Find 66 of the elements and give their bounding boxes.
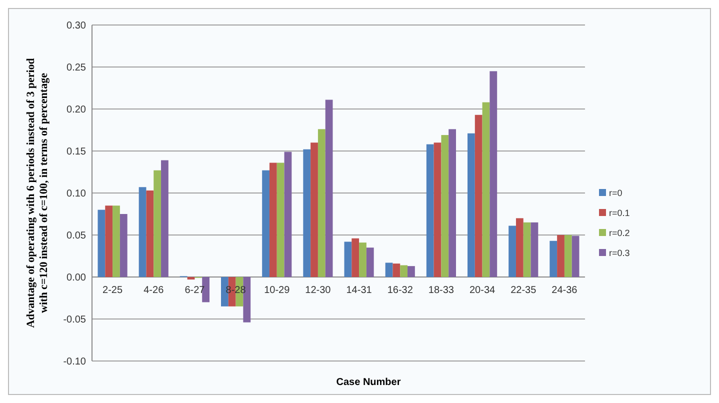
bar xyxy=(482,102,490,277)
bar xyxy=(508,226,516,277)
x-tick-label: 18-33 xyxy=(428,285,454,296)
bar xyxy=(572,236,580,277)
bar xyxy=(468,133,475,277)
bar xyxy=(523,222,531,277)
bar xyxy=(325,100,333,277)
bar xyxy=(426,144,434,277)
bar xyxy=(318,129,326,277)
bar xyxy=(366,248,374,277)
bar xyxy=(434,142,442,277)
bar xyxy=(490,71,498,277)
bar xyxy=(400,265,408,277)
bar xyxy=(112,206,120,277)
x-tick-label: 2-25 xyxy=(102,285,123,296)
bar xyxy=(557,235,564,277)
bar xyxy=(441,135,449,277)
bar xyxy=(448,129,456,277)
x-tick-label: 20-34 xyxy=(470,285,496,296)
legend-label: r=0.1 xyxy=(609,208,630,218)
bar xyxy=(105,206,113,277)
x-tick-label: 22-35 xyxy=(510,285,537,296)
bar xyxy=(359,242,366,277)
bar xyxy=(516,218,524,277)
x-axis-title: Case Number xyxy=(336,377,401,388)
bar xyxy=(98,210,106,277)
y-tick-label: 0.00 xyxy=(66,272,86,284)
bar xyxy=(385,262,393,277)
bar xyxy=(550,240,558,277)
y-tick-label: 0.10 xyxy=(66,188,86,200)
x-tick-label: 10-29 xyxy=(264,285,290,296)
y-tick-label: 0.15 xyxy=(66,146,86,158)
bar xyxy=(530,222,538,277)
bar xyxy=(187,277,195,280)
bar xyxy=(408,266,415,277)
y-tick-label: 0.05 xyxy=(66,230,86,242)
bar xyxy=(146,190,154,277)
legend-label: r=0.3 xyxy=(609,248,630,258)
x-tick-label: 14-31 xyxy=(346,285,372,296)
x-tick-label: 4-26 xyxy=(144,285,164,296)
y-tick-label: -0.05 xyxy=(63,314,86,326)
y-tick-label: 0.30 xyxy=(66,20,86,32)
bar xyxy=(138,187,146,277)
bar xyxy=(474,114,482,277)
bar xyxy=(310,142,318,277)
y-tick-label: -0.10 xyxy=(63,356,86,368)
y-tick-label: 0.20 xyxy=(66,104,86,116)
x-tick-label: 16-32 xyxy=(387,285,414,296)
bar xyxy=(303,149,311,277)
bar xyxy=(344,242,352,277)
bar xyxy=(120,214,128,277)
y-axis-title: Advantage of operating with 6 periods instead of 3 period with c=120 instead of c=100, in terms of percentage xyxy=(25,58,50,328)
bar xyxy=(154,170,162,277)
bar xyxy=(352,238,360,277)
legend-label: r=0.2 xyxy=(609,228,630,238)
x-tick-label: 24-36 xyxy=(552,285,578,296)
bar xyxy=(564,235,572,277)
x-tick-label: 12-30 xyxy=(305,285,332,296)
bar xyxy=(276,162,284,277)
y-tick-label: 0.25 xyxy=(66,62,86,74)
bar xyxy=(262,170,270,277)
bar xyxy=(284,152,292,277)
bar xyxy=(161,160,168,277)
legend-label: r=0 xyxy=(609,188,622,198)
bar xyxy=(269,162,277,277)
bar xyxy=(392,264,400,277)
